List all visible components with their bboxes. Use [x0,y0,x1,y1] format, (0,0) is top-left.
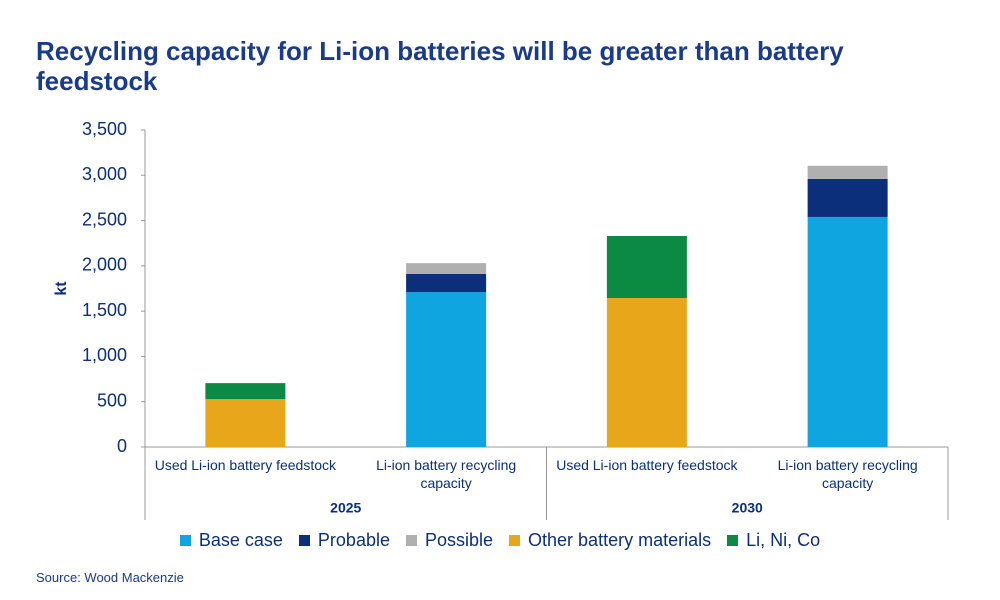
bar-segment [205,383,286,399]
legend-label: Probable [317,530,390,550]
bar-segment [807,165,888,179]
legend-swatch [405,535,417,546]
legend-item: Probable [298,530,390,551]
bar-segment [205,398,286,447]
group-label: 2025 [330,500,361,516]
legend-swatch [298,535,310,546]
y-tick-label: 1,500 [82,300,127,320]
legend-label: Possible [424,530,494,550]
legend-label: Base case [198,530,283,550]
bar-segment [606,298,687,447]
chart-title: Recycling capacity for Li-ion batteries … [36,36,844,96]
legend-label: Other battery materials [528,530,712,550]
legend-swatch [509,535,521,546]
y-tick-label: 3,500 [82,119,127,139]
y-tick-label: 2,000 [82,255,127,275]
x-tick-label: Used Li-ion battery feedstock [154,457,337,473]
y-tick-label: 3,000 [82,164,127,184]
legend-item: Li, Ni, Co [727,530,820,551]
legend-label: Li, Ni, Co [746,530,821,550]
legend-swatch [727,535,739,546]
x-tick-label: Li-ion battery recycling capacity [777,457,918,491]
legend-swatch [179,535,191,546]
y-tick-label: 500 [97,390,127,410]
bar-segment [606,235,687,299]
x-tick-label: Used Li-ion battery feedstock [556,457,738,473]
y-axis-label: kt [53,281,70,296]
bar-segment [807,216,888,447]
legend: Base case Probable Possible Other battery m… [0,530,1000,551]
x-tick-label: Li-ion battery recycling capacity [376,457,517,491]
group-label: 2030 [732,500,763,516]
y-tick-label: 0 [117,436,127,456]
y-tick-label: 2,500 [82,209,127,229]
y-tick-label: 1,000 [82,345,127,365]
bar-segment [807,178,888,217]
source: Source: Wood Mackenzie [36,570,184,585]
legend-item: Possible [405,530,494,551]
legend-item: Base case [179,530,283,551]
bar-segment [406,263,487,275]
legend-item: Other battery materials [509,530,711,551]
bar-segment [406,292,487,447]
bar-segment [406,274,487,293]
